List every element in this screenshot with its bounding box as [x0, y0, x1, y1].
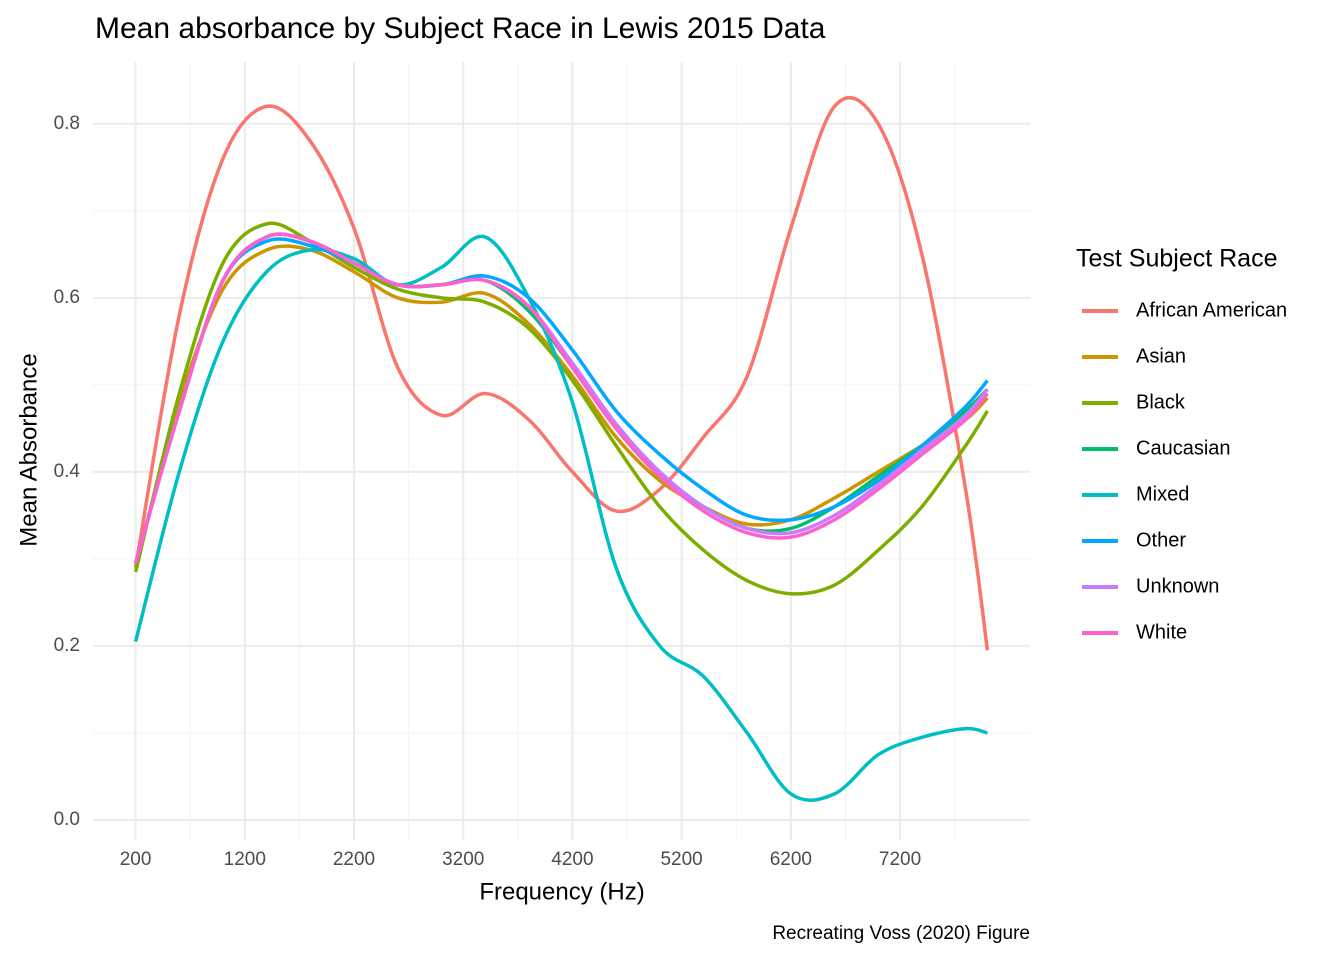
y-tick-label: 0.4 — [54, 461, 81, 482]
y-axis-title: Mean Absorbance — [15, 353, 42, 546]
x-axis-title: Frequency (Hz) — [479, 878, 644, 905]
legend-label: African American — [1136, 299, 1287, 321]
legend-label: Black — [1136, 391, 1186, 413]
x-tick-label: 2200 — [333, 849, 375, 870]
legend-label: Asian — [1136, 345, 1186, 367]
y-tick-label: 0.0 — [54, 809, 80, 830]
legend-label: Other — [1136, 529, 1186, 551]
legend-label: Unknown — [1136, 575, 1219, 597]
y-tick-label: 0.2 — [54, 635, 80, 656]
x-tick-label: 200 — [120, 849, 152, 870]
x-tick-label: 5200 — [660, 849, 702, 870]
line — [133, 232, 989, 564]
x-tick-label: 7200 — [879, 849, 921, 870]
line — [133, 237, 989, 564]
x-tick-label: 6200 — [770, 849, 812, 870]
legend-title: Test Subject Race — [1076, 245, 1278, 273]
y-tick-label: 0.8 — [54, 113, 80, 134]
legend-label: Mixed — [1136, 483, 1189, 505]
line — [133, 221, 989, 596]
caption: Recreating Voss (2020) Figure — [772, 923, 1030, 944]
legend-label: Caucasian — [1136, 437, 1231, 459]
x-tick-label: 3200 — [442, 849, 484, 870]
line — [133, 244, 989, 569]
line — [133, 95, 990, 651]
x-tick-label: 4200 — [551, 849, 593, 870]
line — [133, 232, 989, 564]
line — [133, 234, 988, 802]
line — [133, 232, 989, 564]
legend-label: White — [1136, 621, 1187, 643]
chart-title: Mean absorbance by Subject Race in Lewis… — [95, 12, 826, 45]
y-tick-label: 0.6 — [54, 287, 80, 308]
x-tick-label: 1200 — [224, 849, 266, 870]
